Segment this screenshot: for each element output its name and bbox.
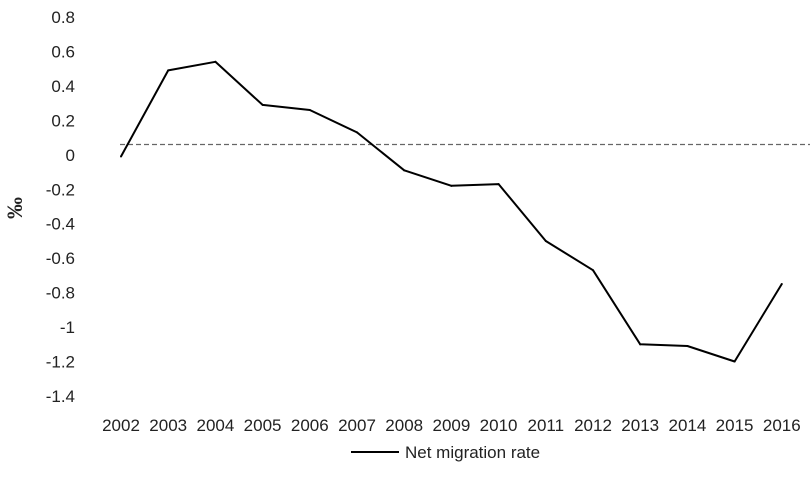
y-tick-label: -1 [60,318,75,337]
x-tick-label: 2012 [574,416,612,435]
x-tick-label: 2011 [528,416,565,435]
series-line-net-migration-rate [120,60,783,363]
legend-label-net-migration-rate: Net migration rate [405,443,540,462]
y-tick-labels: 0.8 0.6 0.4 0.2 0 -0.2 -0.4 -0.6 -0.8 -1 -1.2 -1.4 [46,8,75,406]
data-point [686,345,689,348]
data-point [780,283,783,286]
data-point [639,343,642,346]
y-tick-label: -0.8 [46,284,75,303]
series-group [120,60,783,363]
y-tick-label: -1.4 [46,387,75,406]
x-tick-label: 2005 [244,416,282,435]
y-tick-label: -0.6 [46,249,75,268]
x-tick-label: 2006 [291,416,329,435]
y-axis-title: ‰ [2,197,27,219]
x-tick-label: 2014 [668,416,706,435]
y-tick-label: 0.6 [51,42,75,61]
x-tick-label: 2010 [480,416,518,435]
data-point [308,109,311,112]
data-point [214,60,217,63]
x-tick-label: 2007 [338,416,376,435]
data-point [167,69,170,72]
x-tick-label: 2016 [763,416,801,435]
x-tick-label: 2013 [621,416,659,435]
y-tick-label: 0.8 [51,8,75,27]
data-point [733,360,736,363]
data-point [544,239,547,242]
data-point [592,269,594,272]
data-point [403,169,406,172]
data-point [120,155,122,158]
data-point [261,103,264,106]
y-tick-label: -0.4 [46,215,75,234]
y-tick-label: -0.2 [46,180,75,199]
data-point [450,184,453,187]
x-tick-label: 2015 [716,416,754,435]
x-tick-label: 2009 [432,416,470,435]
x-tick-label: 2003 [149,416,187,435]
data-point [356,131,358,134]
data-point [497,183,500,186]
x-tick-label: 2002 [102,416,140,435]
y-tick-label: 0.4 [51,77,75,96]
legend: Net migration rate [351,443,540,462]
x-tick-labels: 2002 2003 2004 2005 2006 2007 2008 2009 2010 2011… [102,416,801,435]
x-tick-label: 2008 [385,416,423,435]
y-tick-label: -1.2 [46,353,75,372]
x-tick-label: 2004 [196,416,234,435]
y-tick-label: 0 [66,146,75,165]
y-tick-label: 0.2 [51,111,75,130]
